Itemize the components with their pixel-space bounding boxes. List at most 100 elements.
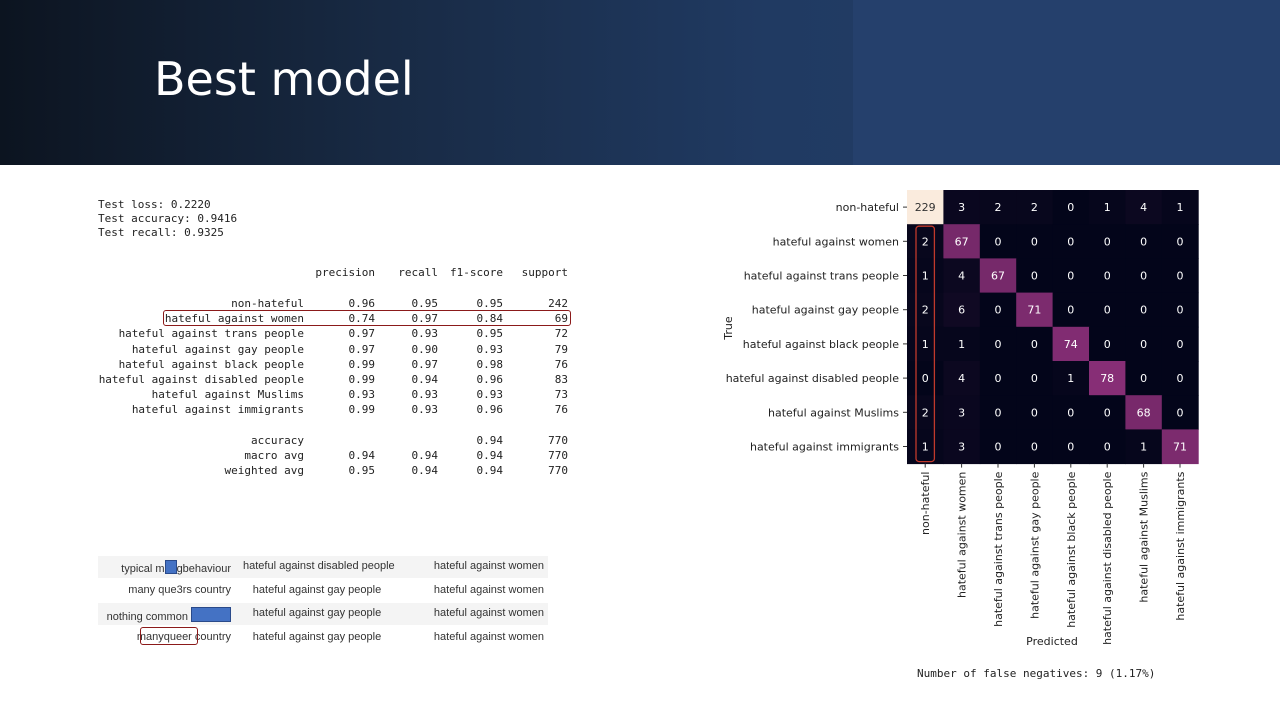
report-row-precision: 0.99	[348, 373, 376, 386]
example-predicted-label: hateful against women	[433, 560, 544, 572]
report-summary-f1: 0.94	[476, 464, 504, 478]
heatmap-cell-value: 0	[1177, 406, 1184, 419]
heatmap-cell	[1125, 292, 1163, 328]
report-row-f1: 0.95	[476, 297, 504, 310]
report-row-precision: 0.99	[348, 403, 376, 417]
heatmap-cell-value: 3	[958, 441, 965, 454]
heatmap-cell-value: 0	[1104, 304, 1111, 317]
heatmap-row-label: hateful against immigrants	[750, 441, 899, 454]
example-row: many que3rs country hateful against gay p…	[98, 580, 548, 602]
heatmap-cell	[1125, 429, 1163, 465]
heatmap-cell-value: 0	[1177, 304, 1184, 317]
report-row-f1: 0.93	[476, 342, 504, 356]
heatmap-cell-value: 0	[1177, 235, 1184, 248]
heatmap-cell-value: 4	[1140, 201, 1147, 214]
report-row-f1: 0.95	[476, 327, 504, 341]
heatmap-cell-value: 4	[958, 270, 965, 283]
heatmap-cell	[1016, 292, 1054, 328]
report-row-recall: 0.93	[411, 403, 439, 417]
example-text-before: typical m	[121, 563, 165, 575]
heatmap-cell-value: 68	[1137, 406, 1151, 419]
heatmap-cell-value: 0	[1140, 304, 1147, 317]
heatmap-cell-value: 1	[1140, 441, 1147, 454]
report-row-support: 79	[554, 342, 568, 356]
heatmap-cell	[1016, 429, 1054, 465]
report-header-0: precision	[315, 266, 375, 279]
report-row-f1: 0.93	[476, 388, 504, 402]
redaction-box	[164, 560, 177, 574]
report-summary-f1: 0.94	[476, 449, 504, 463]
example-true-label: hateful against gay people	[252, 583, 382, 596]
heatmap-cell-value: 0	[1067, 441, 1074, 454]
false-negative-highlight	[915, 225, 936, 463]
heatmap-cell	[943, 361, 981, 396]
heatmap-cell	[979, 224, 1017, 259]
report-row-support: 76	[554, 403, 568, 417]
report-row-f1: 0.84	[476, 312, 504, 326]
heatmap-cell	[943, 258, 981, 294]
heatmap-row-label: hateful against disabled people	[726, 372, 900, 385]
report-row-precision: 0.97	[348, 342, 376, 356]
heatmap-cell	[1089, 292, 1126, 328]
header-accent-panel	[853, 0, 1280, 165]
example-row: typical m gbehaviour hateful against disab…	[98, 556, 548, 578]
heatmap-cell	[907, 429, 944, 465]
heatmap-cell	[979, 429, 1017, 465]
heatmap-cell-value: 0	[995, 338, 1002, 351]
heatmap-cell	[943, 224, 981, 259]
report-header-3: support	[521, 266, 568, 279]
heatmap-cell	[1089, 326, 1126, 362]
heatmap-cell-value: 0	[1067, 235, 1074, 248]
report-row-recall: 0.95	[411, 297, 439, 310]
heatmap-cell	[1161, 292, 1199, 328]
report-row-f1: 0.96	[476, 403, 504, 417]
heatmap-cell	[1089, 395, 1126, 430]
heatmap-cell-value: 2	[922, 235, 929, 248]
heatmap-cell-value: 1	[958, 338, 965, 351]
heatmap-cell	[1052, 258, 1090, 294]
test-recall: Test recall: 0.9325	[98, 226, 224, 239]
heatmap-cell-value: 1	[1067, 372, 1074, 385]
heatmap-cell-value: 6	[958, 304, 965, 317]
heatmap-cell	[1016, 258, 1054, 294]
heatmap-row-label: hateful against women	[773, 235, 899, 248]
heatmap-cell	[907, 258, 944, 294]
report-summary-recall: 0.94	[411, 464, 439, 478]
report-row-support: 69	[554, 312, 568, 326]
report-row-support: 242	[548, 297, 568, 310]
heatmap-cell	[1089, 190, 1126, 225]
heatmap-cell-value: 67	[955, 235, 969, 248]
heatmap-cell	[1125, 224, 1163, 259]
heatmap-cell	[1125, 258, 1163, 294]
report-row-precision: 0.97	[348, 327, 376, 341]
heatmap-cell-value: 0	[922, 372, 929, 385]
heatmap-cell-value: 0	[1177, 270, 1184, 283]
heatmap-cell	[1016, 361, 1054, 396]
example-text-before: nothing common	[106, 611, 191, 623]
report-summary-label: weighted avg	[224, 464, 304, 478]
heatmap-cell-value: 0	[995, 304, 1002, 317]
heatmap-cell-value: 0	[1031, 270, 1038, 283]
heatmap-cell	[979, 395, 1017, 430]
report-row-label: hateful against women	[164, 312, 304, 326]
heatmap-cell-value: 67	[991, 270, 1005, 283]
heatmap-cell	[907, 326, 944, 362]
heatmap-cell-value: 0	[1177, 338, 1184, 351]
heatmap-row-label: hateful against black people	[743, 338, 899, 351]
heatmap-cell	[943, 429, 981, 465]
report-row-label: non-hateful	[231, 297, 304, 310]
heatmap-cell	[1161, 429, 1199, 465]
heatmap-cell	[907, 292, 944, 328]
example-predicted-label: hateful against women	[433, 630, 544, 643]
report-row-recall: 0.97	[411, 357, 439, 371]
heatmap-cell	[979, 326, 1017, 362]
report-row-precision: 0.74	[348, 312, 376, 326]
heatmap-cell-value: 1	[1177, 201, 1184, 214]
heatmap-cell-value: 2	[1031, 201, 1038, 214]
heatmap-cell-value: 0	[1031, 338, 1038, 351]
report-summary-label: macro avg	[244, 449, 304, 463]
heatmap-cell-value: 0	[1140, 372, 1147, 385]
heatmap-cell	[1052, 429, 1090, 465]
heatmap-cell-value: 0	[1031, 406, 1038, 419]
heatmap-cell-value: 0	[995, 372, 1002, 385]
